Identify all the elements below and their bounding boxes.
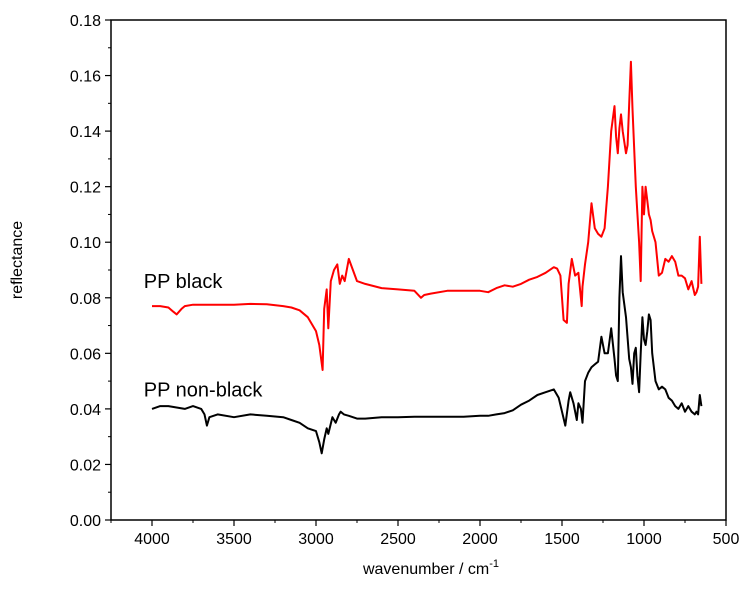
label-pp-black: PP black <box>144 271 224 293</box>
y-tick-label: 0.02 <box>70 457 101 474</box>
y-tick-label: 0.06 <box>70 346 101 363</box>
plot-frame <box>110 19 727 521</box>
x-tick-label: 3000 <box>298 531 334 548</box>
x-axis-title: wavenumber / cm-1 <box>362 558 499 578</box>
x-tick-label: 1000 <box>626 531 662 548</box>
x-axis-title-text: wavenumber / cm <box>362 561 489 578</box>
label-pp-non-black: PP non-black <box>144 379 264 401</box>
series-line-0 <box>152 60 703 371</box>
y-tick-label: 0.18 <box>70 13 101 30</box>
y-tick-label: 0.08 <box>70 291 101 308</box>
y-tick-label: 0.04 <box>70 402 101 419</box>
y-axis-title: reflectance <box>9 221 26 299</box>
y-tick-label: 0.16 <box>70 69 101 86</box>
y-tick-label: 0.14 <box>70 124 101 141</box>
x-tick-label: 500 <box>713 531 740 548</box>
axis-ticks: 4000 3500 3000 2500 2000 1500 1000 500 0.00 0.02 0… <box>70 13 740 548</box>
x-tick-label: 1500 <box>544 531 580 548</box>
y-tick-label: 0.12 <box>70 180 101 197</box>
y-tick-label: 0.00 <box>70 513 101 530</box>
x-tick-label: 2500 <box>380 531 416 548</box>
x-tick-label: 3500 <box>216 531 252 548</box>
y-tick-label: 0.10 <box>70 235 101 252</box>
x-axis-title-superscript: -1 <box>489 558 499 570</box>
series-group <box>151 60 703 455</box>
x-tick-label: 4000 <box>134 531 170 548</box>
x-tick-label: 2000 <box>462 531 498 548</box>
series-line-1 <box>151 255 703 455</box>
